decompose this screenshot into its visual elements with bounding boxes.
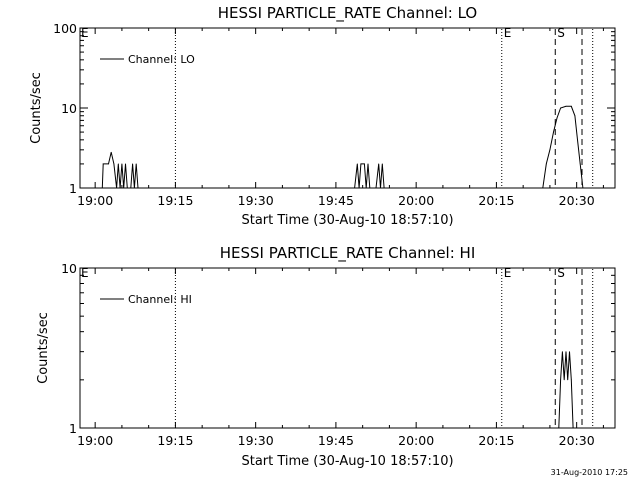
data-point: [110, 151, 112, 153]
data-point: [560, 107, 562, 109]
data-point: [381, 163, 383, 165]
data-point: [358, 187, 360, 189]
data-point: [356, 163, 358, 165]
timestamp-label: 31-Aug-2010 17:25: [551, 468, 628, 477]
y-tick-label: 10: [61, 101, 77, 116]
legend-label: Channel: HI: [128, 293, 192, 306]
x-tick-label: 20:00: [398, 193, 434, 208]
x-tick-label: 19:30: [238, 193, 274, 208]
data-point: [383, 187, 385, 189]
data-point: [123, 187, 125, 189]
y-axis-label: Counts/sec: [29, 72, 44, 144]
series-line: [558, 351, 574, 429]
y-tick-label: 10: [61, 261, 77, 276]
data-point: [101, 187, 103, 189]
data-point: [556, 117, 558, 119]
data-point: [545, 163, 547, 165]
x-axis-label: Start Time (30-Aug-10 18:57:10): [241, 454, 453, 469]
data-point: [579, 163, 581, 165]
x-tick-label: 19:00: [77, 193, 113, 208]
data-point: [133, 187, 135, 189]
data-point: [121, 163, 123, 165]
data-point: [116, 187, 117, 189]
data-point: [135, 163, 137, 165]
chart-title: HESSI PARTICLE_RATE Channel: HI: [220, 244, 476, 263]
x-tick-label: 20:30: [559, 193, 595, 208]
data-point: [137, 187, 139, 189]
data-point: [553, 131, 554, 133]
x-tick-label: 19:30: [238, 433, 274, 448]
x-tick-label: 19:15: [157, 193, 193, 208]
data-point: [565, 351, 567, 353]
chart-title: HESSI PARTICLE_RATE Channel: LO: [218, 4, 477, 23]
plot-frame: [79, 27, 616, 189]
x-tick-label: 20:00: [398, 433, 434, 448]
legend-label: Channel: LO: [128, 53, 195, 66]
data-point: [549, 149, 551, 151]
x-tick-label: 19:45: [318, 193, 354, 208]
x-tick-label: 20:15: [478, 193, 514, 208]
data-point: [117, 163, 119, 165]
data-point: [558, 427, 560, 429]
data-point: [582, 187, 584, 189]
data-point: [565, 105, 567, 107]
x-tick-label: 19:00: [77, 433, 113, 448]
data-point: [375, 187, 377, 189]
x-tick-label: 20:30: [559, 433, 595, 448]
event-marker-label: S: [557, 26, 565, 40]
data-point: [577, 139, 578, 141]
event-marker-label: S: [557, 266, 565, 280]
data-point: [365, 187, 367, 189]
data-point: [364, 163, 365, 165]
x-tick-label: 19:45: [318, 433, 354, 448]
data-point: [570, 379, 572, 381]
y-tick-label: 100: [53, 21, 77, 36]
data-point: [113, 163, 115, 165]
x-tick-label: 20:15: [478, 433, 514, 448]
edge-marker-label: E: [81, 26, 89, 40]
y-tick-label: 1: [69, 181, 77, 196]
edge-marker-label: E: [81, 266, 89, 280]
event-marker-label: E: [504, 266, 512, 280]
data-point: [360, 163, 362, 165]
data-point: [132, 163, 134, 165]
event-marker-label: E: [504, 26, 512, 40]
data-point: [108, 163, 109, 165]
data-point: [567, 379, 569, 381]
data-point: [369, 187, 371, 189]
series-line: [101, 105, 584, 189]
y-axis-label: Counts/sec: [36, 312, 51, 384]
data-point: [102, 163, 104, 165]
data-point: [378, 163, 380, 165]
data-point: [119, 187, 121, 189]
data-point: [563, 379, 565, 381]
data-point: [354, 187, 356, 189]
data-point: [367, 163, 369, 165]
data-point: [560, 379, 562, 381]
x-axis-label: Start Time (30-Aug-10 18:57:10): [241, 213, 453, 228]
data-point: [380, 187, 381, 189]
data-point: [570, 105, 572, 107]
data-point: [542, 187, 544, 189]
x-tick-label: 19:15: [157, 433, 193, 448]
data-point: [574, 115, 576, 117]
data-point: [125, 163, 126, 165]
plot-frame: [79, 267, 616, 429]
y-tick-label: 1: [69, 421, 77, 436]
data-point: [561, 351, 563, 353]
data-point: [572, 427, 574, 429]
data-point: [126, 187, 128, 189]
data-point: [130, 187, 132, 189]
chart-panel-2: HESSI PARTICLE_RATE Channel: HI 19:00 19:1…: [36, 244, 616, 469]
data-point: [569, 351, 570, 353]
chart-panel-1: HESSI PARTICLE_RATE Channel: LO 19:00 19:1…: [29, 4, 616, 228]
